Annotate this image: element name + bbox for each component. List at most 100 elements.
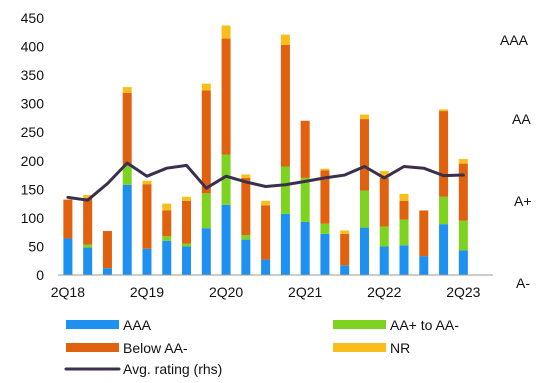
- bar-segment-nr: [458, 159, 468, 164]
- bar-segment-aaa: [340, 265, 350, 275]
- legend-swatch: [333, 320, 386, 329]
- bar-segment-aaa: [320, 233, 330, 275]
- bar-segment-aaa: [63, 238, 73, 275]
- bar-stacks: [63, 25, 468, 275]
- bar-segment-nr: [182, 196, 192, 201]
- bar-segment-below-aa: [182, 200, 192, 244]
- bar-segment-below-aa: [439, 111, 449, 197]
- bar-segment-aaa: [439, 224, 449, 275]
- bar-segment-below-aa: [280, 44, 290, 167]
- bar-segment-below-aa: [340, 233, 350, 266]
- bar-segment-aaa: [142, 248, 152, 275]
- bar-segment-aaa: [399, 245, 409, 275]
- bar-segment-nr: [280, 34, 290, 45]
- x-tick-label: 2Q20: [209, 284, 243, 300]
- bar-segment-nr: [399, 193, 409, 201]
- bar-segment-aaa: [419, 256, 429, 275]
- bar-segment-below-aa: [142, 184, 152, 249]
- bar-segment-aa-to-aa: [221, 154, 231, 205]
- y-tick-label: 400: [21, 39, 45, 55]
- y-tick-label: 200: [21, 153, 45, 169]
- bar-segment-nr: [340, 230, 350, 234]
- y-tick-label: 0: [36, 267, 44, 283]
- bar-segment-aaa: [458, 250, 468, 275]
- y-tick-label: 450: [21, 10, 45, 26]
- legend-label: AAA: [123, 317, 152, 333]
- y-tick-label: 300: [21, 96, 45, 112]
- bar-segment-aaa: [182, 246, 192, 275]
- x-tick-label: 2Q19: [130, 284, 164, 300]
- x-tick-label: 2Q23: [446, 284, 480, 300]
- y-right-tick-label: A-: [516, 275, 530, 291]
- bar-segment-aa-to-aa: [201, 193, 211, 229]
- bar-segment-below-aa: [379, 177, 389, 227]
- bar-segment-aa-to-aa: [300, 177, 310, 222]
- bar-segment-aa-to-aa: [182, 243, 192, 247]
- bar-segment-aa-to-aa: [439, 196, 449, 225]
- legend: AAA AA+ to AA- Below AA- NR Avg. rating (rhs…: [64, 317, 459, 377]
- bar-segment-aa-to-aa: [399, 219, 409, 246]
- y-tick-label: 150: [21, 181, 45, 197]
- bar-segment-below-aa: [320, 170, 330, 224]
- bar-segment-nr: [261, 200, 271, 206]
- y-axis-left: 0 50 100 150 200 250 300 350 400 450: [21, 10, 45, 283]
- bar-segment-below-aa: [221, 38, 231, 155]
- avg-rating-line-group: [66, 161, 465, 202]
- bar-segment-nr: [201, 83, 211, 91]
- bar-segment-aaa: [379, 246, 389, 275]
- bar-segment-below-aa: [122, 92, 132, 166]
- bar-segment-aaa: [83, 247, 93, 275]
- bar-segment-aa-to-aa: [359, 190, 369, 228]
- x-tick-label: 2Q22: [367, 284, 401, 300]
- legend-swatch: [66, 343, 119, 352]
- bar-segment-aaa: [359, 227, 369, 275]
- bar-segment-nr: [379, 171, 389, 178]
- legend-label: AA+ to AA-: [390, 317, 459, 333]
- y-tick-label: 100: [21, 210, 45, 226]
- bar-segment-nr: [241, 174, 251, 178]
- legend-label: Below AA-: [123, 340, 188, 356]
- bar-segment-aaa: [102, 268, 112, 275]
- bar-segment-aaa: [280, 213, 290, 275]
- bar-segment-below-aa: [63, 199, 73, 239]
- bar-segment-below-aa: [359, 119, 369, 191]
- bar-segment-aa-to-aa: [379, 226, 389, 247]
- bar-segment-aaa: [122, 184, 132, 275]
- bar-segment-aa-to-aa: [280, 166, 290, 214]
- bar-segment-below-aa: [399, 200, 409, 220]
- y-right-tick-label: AA: [512, 111, 531, 127]
- bar-segment-aaa: [241, 239, 251, 275]
- bar-segment-nr: [439, 109, 449, 112]
- bar-segment-nr: [122, 87, 132, 93]
- bar-segment-aaa: [300, 221, 310, 275]
- y-tick-label: 350: [21, 67, 45, 83]
- bar-segment-below-aa: [162, 210, 172, 237]
- x-tick-label: 2Q21: [288, 284, 322, 300]
- bar-segment-below-aa: [201, 90, 211, 194]
- x-tick-label: 2Q18: [51, 284, 85, 300]
- y-right-tick-label: A+: [514, 193, 532, 209]
- bar-segment-nr: [83, 195, 93, 198]
- bar-segment-below-aa: [83, 197, 93, 245]
- bar-segment-aa-to-aa: [83, 244, 93, 248]
- bar-segment-aa-to-aa: [458, 220, 468, 251]
- y-right-tick-label: AAA: [500, 32, 529, 48]
- avg-rating-line: [66, 161, 465, 202]
- bar-segment-below-aa: [458, 163, 468, 221]
- bar-segment-aaa: [261, 259, 271, 275]
- legend-label: Avg. rating (rhs): [123, 361, 222, 377]
- bar-segment-aa-to-aa: [241, 235, 251, 240]
- bar-segment-aa-to-aa: [122, 165, 132, 185]
- y-tick-label: 250: [21, 124, 45, 140]
- legend-label: NR: [390, 340, 410, 356]
- bar-segment-below-aa: [419, 210, 429, 257]
- y-tick-label: 50: [28, 238, 44, 254]
- x-axis: 2Q18 2Q19 2Q20 2Q21 2Q22 2Q23: [51, 284, 481, 300]
- bar-segment-aaa: [221, 204, 231, 275]
- bar-segment-aaa: [201, 228, 211, 275]
- bar-segment-below-aa: [102, 231, 112, 269]
- bar-segment-nr: [142, 180, 152, 185]
- legend-swatch: [333, 343, 386, 352]
